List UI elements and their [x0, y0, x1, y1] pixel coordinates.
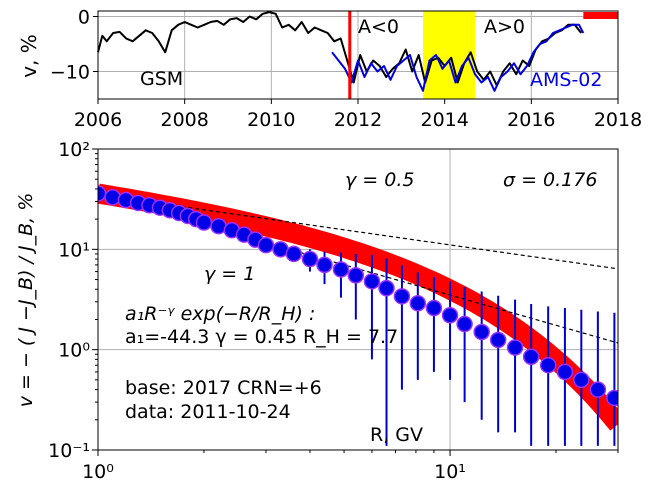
data-point [556, 363, 574, 381]
data-point [347, 267, 365, 284]
top-x-tick-label: 2014 [420, 109, 468, 131]
top-x-tick-label: 2016 [507, 109, 555, 131]
bottom-y-tick-label: 10² [58, 139, 90, 161]
sigma-label: σ = 0.176 [503, 169, 597, 191]
data-point [573, 371, 590, 389]
fit-params: a₁=-44.3 γ = 0.45 R_H = 7.7 [125, 326, 398, 348]
top-panel: 2006 2008 2010 2012 2014 2016 2018 0 −10 GSM A<0… [17, 7, 642, 132]
gamma-half-label: γ = 0.5 [345, 169, 414, 191]
bottom-y-axis-label: v = − ( J −J_B) / J_B, % [15, 193, 37, 408]
data-point [104, 189, 121, 206]
data-point [301, 250, 319, 268]
data-point [539, 356, 557, 374]
bottom-x-tick-label: 10¹ [434, 461, 466, 483]
top-series [97, 11, 585, 92]
top-y-axis-label: v, % [17, 34, 41, 78]
top-x-tick-label: 2008 [160, 109, 208, 131]
date-label: data: 2011-10-24 [125, 401, 291, 423]
data-point [409, 295, 427, 312]
data-point [441, 307, 459, 324]
data-point [393, 288, 411, 305]
data-point [506, 339, 524, 356]
data-point [606, 389, 618, 407]
top-ticks: 2006 2008 2010 2012 2014 2016 2018 0 −10 [50, 7, 642, 132]
a-positive-label: A>0 [484, 16, 525, 38]
top-y-tick-label: −10 [50, 62, 90, 84]
data-point [332, 261, 350, 278]
data-point [489, 331, 507, 349]
ams-series-line [331, 23, 585, 92]
data-point [257, 236, 275, 254]
data-point [285, 245, 303, 263]
bottom-y-tick-label: 10⁰ [58, 340, 90, 362]
ams-label: AMS-02 [530, 69, 602, 91]
data-point [522, 348, 540, 365]
base-period-bar [583, 12, 618, 19]
data-points [98, 185, 618, 407]
data-point [378, 279, 395, 297]
top-x-tick-label: 2012 [334, 109, 382, 131]
top-x-tick-label: 2018 [594, 109, 642, 131]
top-x-tick-label: 2010 [247, 109, 295, 131]
data-point [473, 323, 490, 341]
a-negative-label: A<0 [358, 16, 399, 38]
bottom-y-tick-label: 10¹ [58, 239, 90, 261]
top-y-tick-label: 0 [78, 7, 90, 29]
bottom-y-tick-label: 10⁻¹ [48, 440, 90, 462]
data-point [425, 299, 443, 317]
base-label: base: 2017 CRN=+6 [125, 377, 322, 399]
data-point [456, 315, 473, 333]
highlight-band [423, 11, 475, 99]
data-point [363, 273, 381, 290]
data-point [195, 214, 213, 231]
data-point [589, 381, 607, 398]
gamma-one-label: γ = 1 [204, 263, 255, 285]
top-x-tick-label: 2006 [74, 109, 122, 131]
data-point [316, 256, 333, 274]
bottom-frame [97, 148, 619, 451]
bottom-x-axis-label: R, GV [370, 424, 423, 446]
bottom-x-tick-label: 10⁰ [82, 461, 114, 483]
fit-formula: a₁R⁻ᵞ exp(−R/R_H) : [125, 303, 315, 325]
top-highlight-band [423, 11, 618, 99]
gsm-label: GSM [140, 68, 183, 90]
